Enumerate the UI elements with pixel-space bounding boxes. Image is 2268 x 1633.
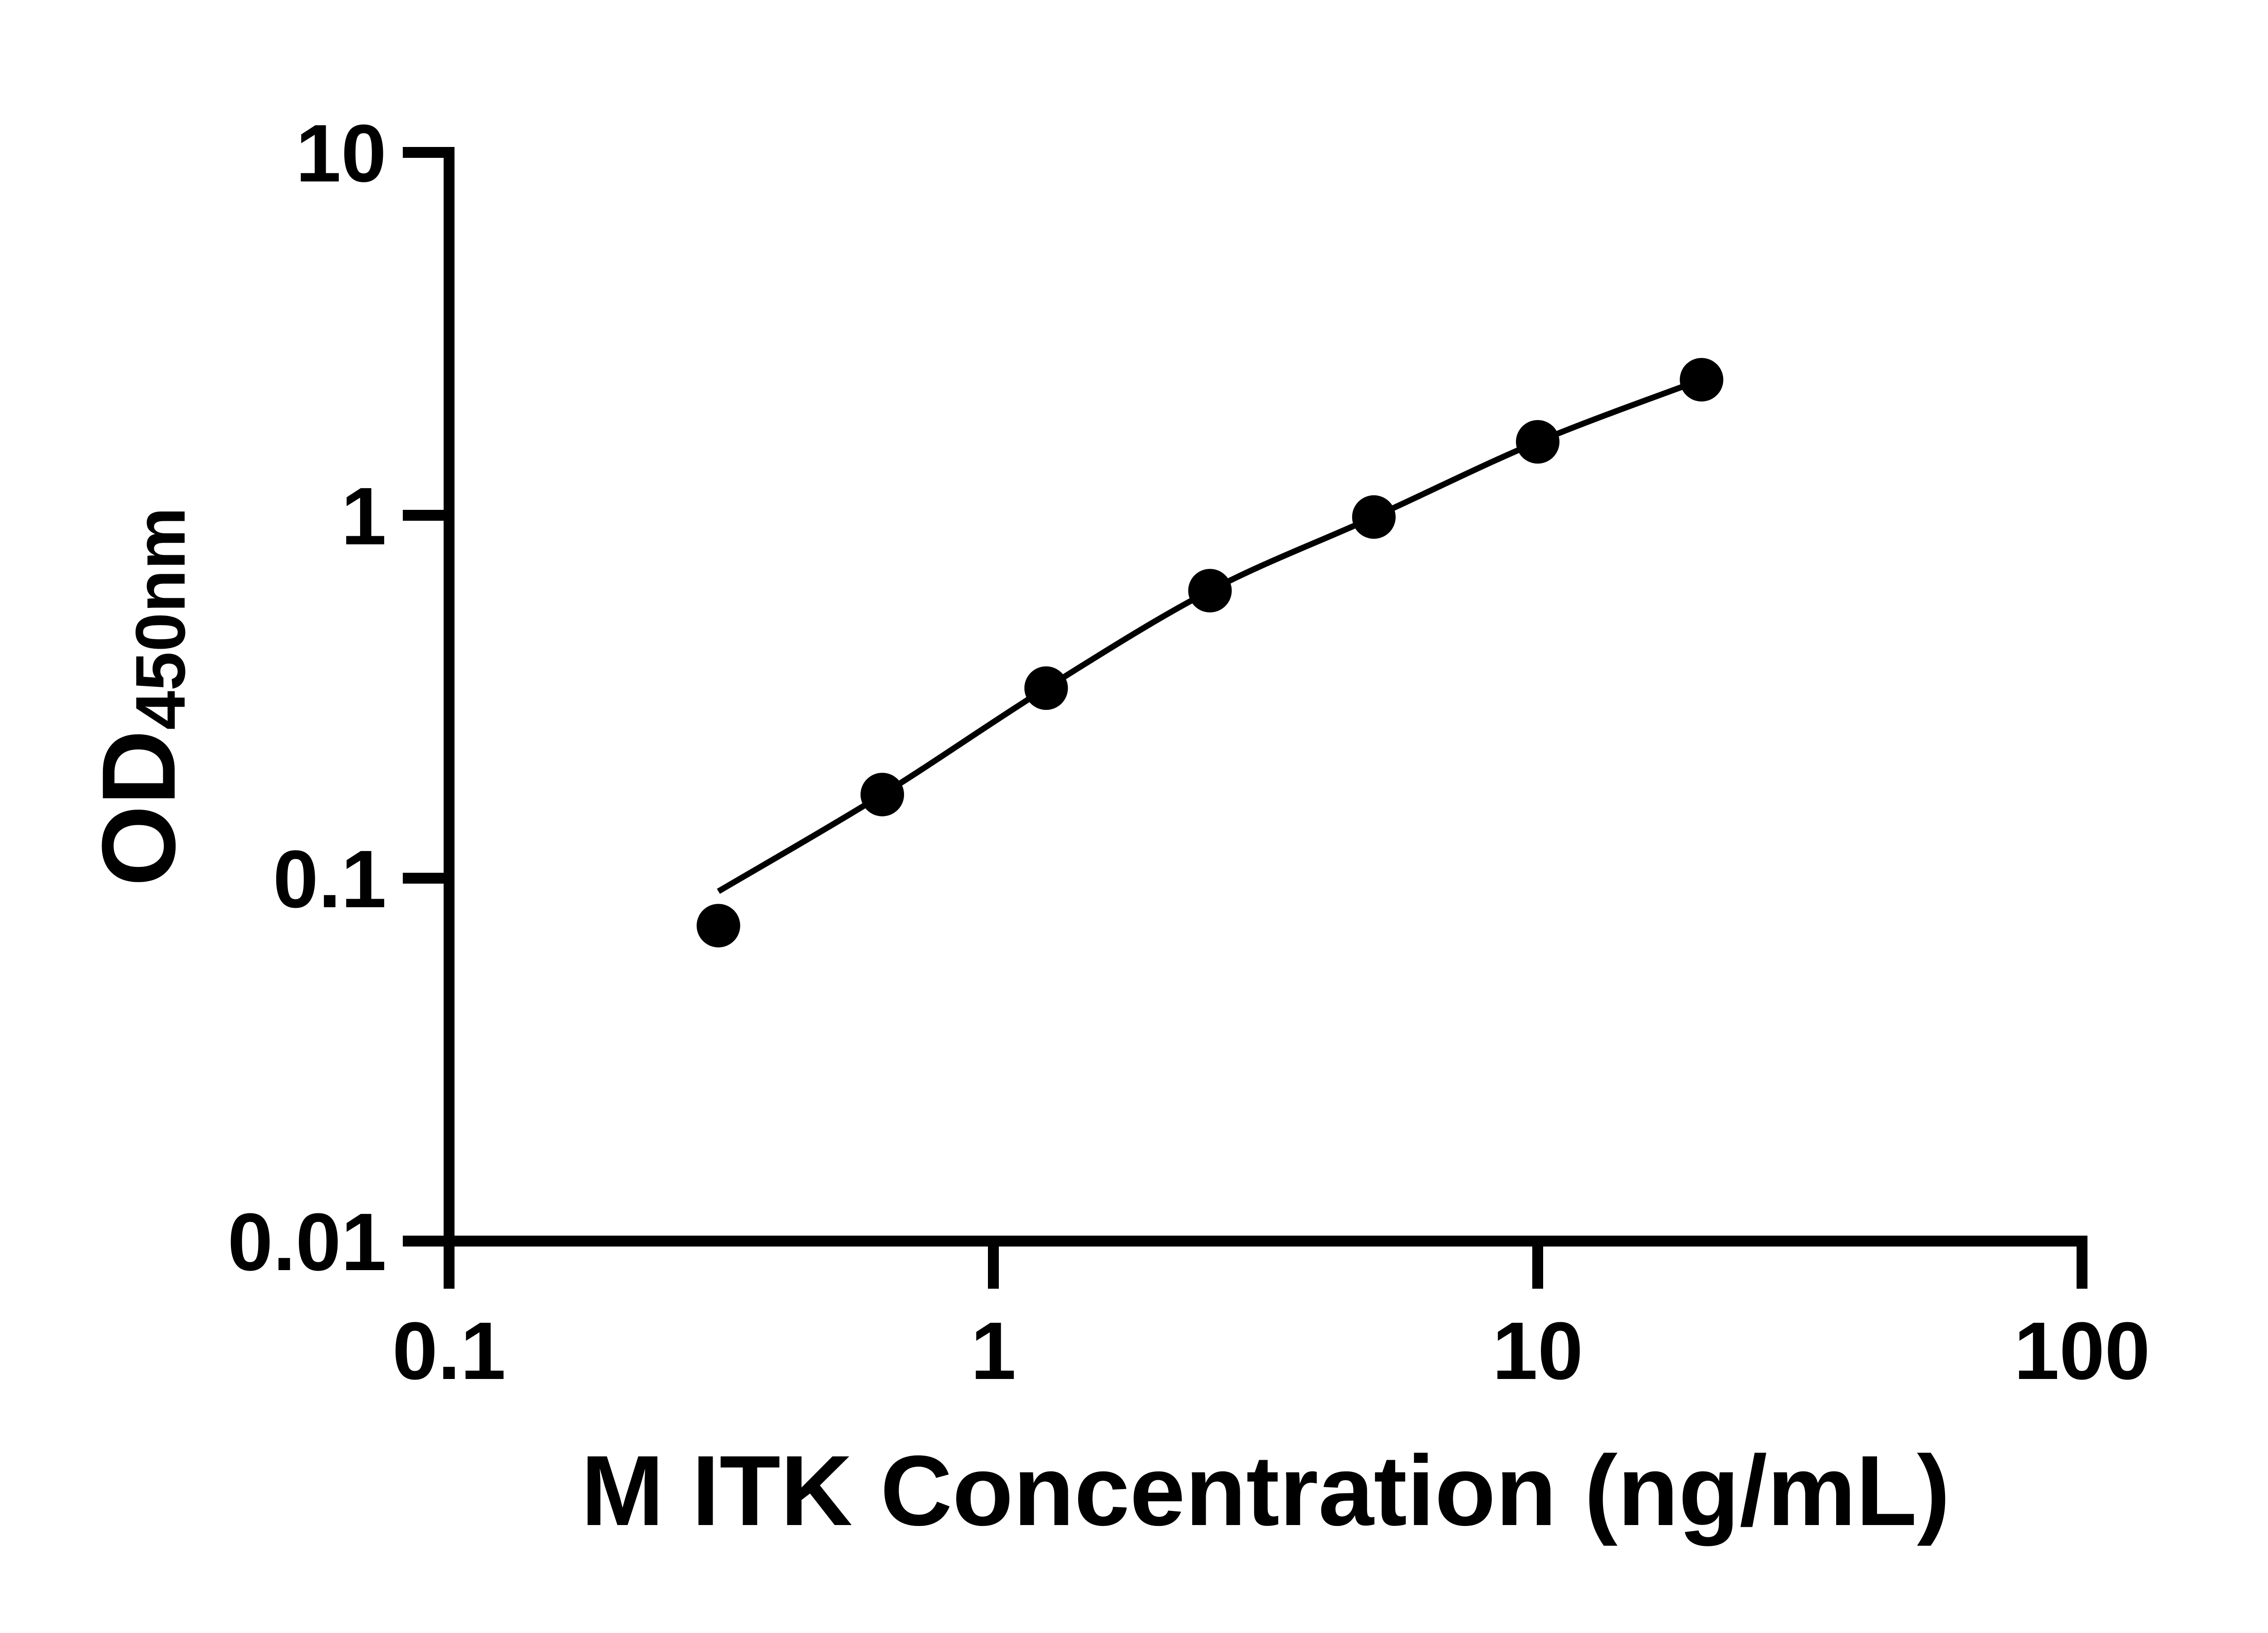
x-axis-tick-labels: 0.1 1 10 100 [392,1305,2150,1397]
data-point [1516,420,1559,464]
y-axis-title: OD450nm [80,507,200,886]
y-tick-label: 1 [341,471,386,562]
y-axis-title-main: OD [80,730,197,886]
x-tick-label: 0.1 [392,1305,506,1397]
x-axis-ticks [444,1247,2087,1289]
y-tick-label: 0.01 [228,1197,386,1288]
y-tick-label: 0.1 [273,834,386,925]
x-axis-title: M ITK Concentration (ng/mL) [581,1435,1950,1546]
data-point [1352,495,1396,539]
y-axis-title-subscript: 450nm [121,507,200,730]
data-point [860,772,904,816]
data-point [1680,358,1724,402]
data-point [696,904,740,948]
data-point [1024,666,1068,710]
fit-curve-path [717,377,1703,894]
y-tick-label: 10 [296,108,386,199]
y-axis-ticks [403,147,446,1247]
x-tick-label: 10 [1492,1305,1583,1397]
y-axis: 10 1 0.1 0.01 OD450nm [80,108,455,1288]
x-tick-label: 1 [971,1305,1016,1397]
x-axis: 0.1 1 10 100 M ITK Concentration (ng/mL) [392,1236,2150,1546]
y-axis-tick-labels: 10 1 0.1 0.01 [228,108,386,1288]
data-points [696,358,1724,948]
x-tick-label: 100 [2014,1305,2150,1397]
data-point [1188,569,1232,613]
